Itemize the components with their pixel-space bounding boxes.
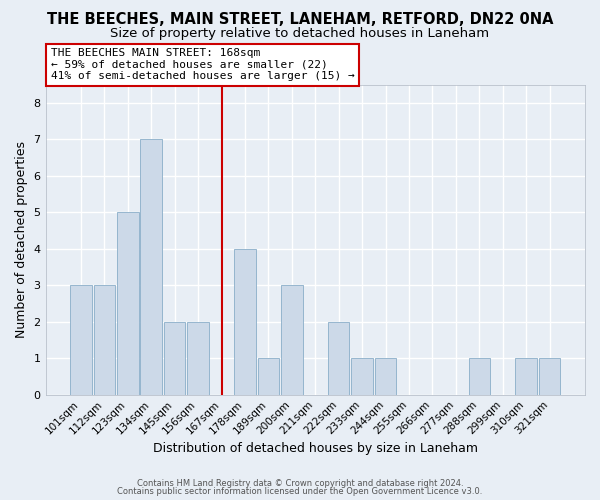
Bar [539,358,560,395]
Bar [94,286,115,395]
Bar [117,212,139,394]
Text: Contains HM Land Registry data © Crown copyright and database right 2024.: Contains HM Land Registry data © Crown c… [137,478,463,488]
Text: Size of property relative to detached houses in Laneham: Size of property relative to detached ho… [110,28,490,40]
Bar [70,286,92,395]
Bar [515,358,537,395]
Bar [328,322,349,394]
Bar [234,249,256,394]
Bar [187,322,209,394]
Text: THE BEECHES MAIN STREET: 168sqm
← 59% of detached houses are smaller (22)
41% of: THE BEECHES MAIN STREET: 168sqm ← 59% of… [51,48,355,82]
Bar [281,286,302,395]
Bar [375,358,397,395]
X-axis label: Distribution of detached houses by size in Laneham: Distribution of detached houses by size … [153,442,478,455]
Bar [469,358,490,395]
Bar [140,140,162,394]
Text: THE BEECHES, MAIN STREET, LANEHAM, RETFORD, DN22 0NA: THE BEECHES, MAIN STREET, LANEHAM, RETFO… [47,12,553,28]
Bar [257,358,279,395]
Bar [352,358,373,395]
Y-axis label: Number of detached properties: Number of detached properties [15,141,28,338]
Text: Contains public sector information licensed under the Open Government Licence v3: Contains public sector information licen… [118,487,482,496]
Bar [164,322,185,394]
